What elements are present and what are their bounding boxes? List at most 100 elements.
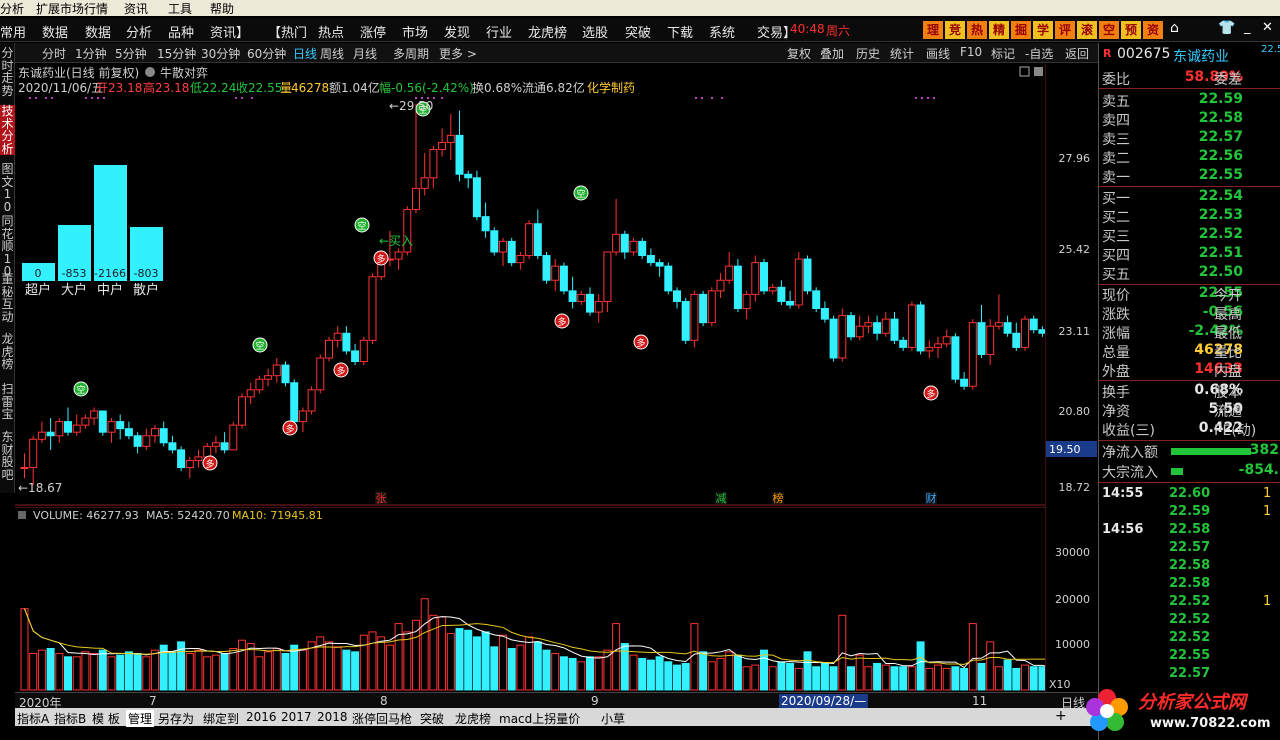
tool-button-6[interactable]: 标记 <box>991 47 1016 61</box>
menu-item-1[interactable]: 数据 <box>42 26 69 41</box>
bottom-tab-10[interactable]: 突破 <box>420 712 445 726</box>
menu-item-4[interactable]: 品种 <box>168 26 195 41</box>
event-marker[interactable]: 张 <box>375 492 387 505</box>
left-tab-5[interactable]: 龙虎榜 <box>1 332 14 371</box>
volume-chart[interactable]: VOLUME: 46277.93 MA5: 52420.70 MA10: 71945… <box>15 507 1045 691</box>
event-marker[interactable]: 减 <box>715 492 727 505</box>
menu-item-7[interactable]: 热点 <box>318 26 345 41</box>
home-icon[interactable]: ⌂ <box>1170 20 1179 36</box>
bottom-tab-1[interactable]: 指标B <box>54 712 87 726</box>
volume-bar <box>412 619 420 691</box>
tool-button-3[interactable]: 统计 <box>890 47 915 61</box>
quick-button-4[interactable]: 掘 <box>1011 21 1031 39</box>
quick-button-10[interactable]: 资 <box>1143 21 1163 39</box>
menu-item-0[interactable]: 常用 <box>0 26 27 41</box>
menu-item-2[interactable]: 数据 <box>85 26 112 41</box>
menu-item-17[interactable]: 交易】 <box>757 26 797 41</box>
bottom-tab-13[interactable]: 小草 <box>601 712 626 726</box>
menu-item-12[interactable]: 龙虎榜 <box>528 26 568 41</box>
top-item[interactable]: 帮助 <box>210 2 235 16</box>
period-tab-2[interactable]: 5分钟 <box>115 47 147 61</box>
quick-button-6[interactable]: 评 <box>1055 21 1075 39</box>
quick-button-9[interactable]: 预 <box>1121 21 1141 39</box>
menu-item-15[interactable]: 下载 <box>667 26 694 41</box>
left-tab-3[interactable]: 同花顺10 <box>1 214 14 278</box>
volume-bar <box>586 656 594 691</box>
menu-item-5[interactable]: 资讯】 <box>210 26 250 41</box>
top-item[interactable]: 工具 <box>168 2 193 16</box>
period-tab-8[interactable]: 月线 <box>353 47 378 61</box>
tool-button-7[interactable]: -自选 <box>1025 47 1054 61</box>
period-tab-3[interactable]: 15分钟 <box>157 47 197 61</box>
tool-button-5[interactable]: F10 <box>960 45 983 59</box>
volume-bar <box>968 623 977 691</box>
chart-options-icon[interactable] <box>1019 66 1030 77</box>
period-tab-1[interactable]: 1分钟 <box>75 47 107 61</box>
bottom-tab-7[interactable]: 2017 <box>281 710 312 724</box>
menu-item-10[interactable]: 发现 <box>444 26 471 41</box>
quick-button-3[interactable]: 精 <box>989 21 1009 39</box>
bottom-tab-3[interactable]: 管理 <box>126 710 155 727</box>
period-tab-0[interactable]: 分时 <box>42 47 67 61</box>
shirt-icon[interactable]: 👕 <box>1218 20 1236 36</box>
bottom-tab-9[interactable]: 涨停回马枪 <box>352 712 413 726</box>
quick-button-1[interactable]: 竞 <box>945 21 965 39</box>
minimize-icon[interactable]: _ <box>1244 20 1251 35</box>
period-tab-4[interactable]: 30分钟 <box>201 47 241 61</box>
left-tab-1[interactable]: 技术分析 <box>0 104 15 156</box>
left-tab-6[interactable]: 扫雷宝 <box>1 382 14 421</box>
period-tab-7[interactable]: 周线 <box>320 47 345 61</box>
menu-item-6[interactable]: 【热门 <box>268 26 308 41</box>
tool-button-8[interactable]: 返回 <box>1065 47 1090 61</box>
bottom-tab-12[interactable]: macd上拐量价 <box>499 712 581 726</box>
left-tab-0[interactable]: 分时走势 <box>1 46 14 98</box>
price-label: 20.80 <box>1059 405 1091 418</box>
menu-item-11[interactable]: 行业 <box>486 26 513 41</box>
tool-button-1[interactable]: 叠加 <box>820 47 845 61</box>
menu-item-13[interactable]: 选股 <box>582 26 609 41</box>
period-tab-6[interactable]: 日线 <box>293 47 318 61</box>
top-item[interactable]: 分析 <box>0 2 25 16</box>
bottom-tab-4[interactable]: 另存为 <box>158 712 195 726</box>
tool-button-4[interactable]: 画线 <box>926 47 951 61</box>
bottom-tab-11[interactable]: 龙虎榜 <box>455 712 492 726</box>
indicator-toggle-icon[interactable] <box>145 67 155 77</box>
volume-bar <box>786 662 795 691</box>
left-tab-7[interactable]: 东财股吧 <box>1 430 14 482</box>
menu-item-14[interactable]: 突破 <box>625 26 652 41</box>
volume-menu-icon[interactable] <box>18 511 26 519</box>
tool-button-0[interactable]: 复权 <box>787 47 812 61</box>
quick-button-2[interactable]: 热 <box>967 21 987 39</box>
period-tab-10[interactable]: 更多 > <box>439 47 477 61</box>
bottom-tab-8[interactable]: 2018 <box>317 710 348 724</box>
event-marker[interactable]: 榜 <box>772 491 784 505</box>
bottom-tab-0[interactable]: 指标A <box>17 712 50 726</box>
bottom-tab-2[interactable]: 模 板 <box>92 712 120 726</box>
menu-item-9[interactable]: 市场 <box>402 26 429 41</box>
top-item[interactable]: 资讯 <box>124 2 149 16</box>
add-tab-icon[interactable]: + <box>1055 708 1067 724</box>
quick-button-0[interactable]: 理 <box>923 21 943 39</box>
left-tab-2[interactable]: 图文10 <box>1 162 14 214</box>
top-item[interactable]: 扩展市场行情 <box>36 2 109 16</box>
period-tab-9[interactable]: 多周期 <box>393 47 430 61</box>
event-marker[interactable]: 财 <box>925 491 937 505</box>
menu-item-16[interactable]: 系统 <box>709 26 736 41</box>
quick-button-8[interactable]: 空 <box>1099 21 1119 39</box>
menu-item-3[interactable]: 分析 <box>126 26 153 41</box>
candle <box>142 428 151 450</box>
period-tab-5[interactable]: 60分钟 <box>247 47 287 61</box>
signal-text: 空 <box>418 104 427 116</box>
quick-button-5[interactable]: 学 <box>1033 21 1053 39</box>
close-icon[interactable]: ✕ <box>1262 20 1273 35</box>
left-tab-4[interactable]: 董秘互动 <box>1 272 14 324</box>
tool-button-2[interactable]: 历史 <box>856 47 881 61</box>
bottom-tab-5[interactable]: 绑定到 <box>203 712 240 726</box>
menu-item-8[interactable]: 涨停 <box>360 26 387 41</box>
quick-button-7[interactable]: 滚 <box>1077 21 1097 39</box>
chart-maximize-icon[interactable] <box>1034 67 1043 76</box>
volume-bar <box>916 641 925 691</box>
bottom-tab-6[interactable]: 2016 <box>246 710 277 724</box>
header-field-2: 23.18 <box>108 81 142 95</box>
